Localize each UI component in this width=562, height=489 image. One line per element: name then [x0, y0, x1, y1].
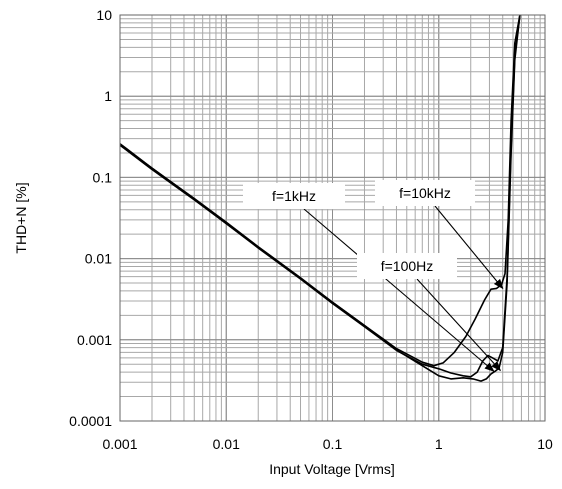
y-tick-label: 0.1 [93, 169, 113, 185]
x-axis-title: Input Voltage [Vrms] [269, 461, 395, 477]
x-tick-labels: 0.001 0.01 0.1 1 10 [102, 436, 553, 452]
y-tick-label: 10 [96, 7, 112, 23]
annotation-arrow [416, 278, 502, 372]
series-group [120, 15, 521, 382]
x-tick-label: 0.001 [102, 436, 137, 452]
y-tick-label: 0.01 [85, 251, 112, 267]
annotation-label: f=100Hz [381, 258, 434, 274]
annotation-label: f=1kHz [272, 188, 316, 204]
annotation-arrow [303, 208, 495, 372]
grid [119, 14, 546, 422]
x-tick-label: 0.1 [323, 436, 343, 452]
y-tick-label: 0.0001 [69, 413, 112, 429]
x-tick-label: 1 [435, 436, 443, 452]
annotation-box [375, 180, 475, 206]
y-tick-label: 0.001 [77, 332, 112, 348]
series-line [120, 15, 521, 367]
annotations: f=1kHz f=100Hz f=10kHz [243, 180, 504, 372]
y-axis-title: THD+N [%] [13, 182, 29, 253]
annotation-label: f=10kHz [399, 185, 451, 201]
annotation-box [357, 253, 457, 279]
x-tick-label: 10 [537, 436, 553, 452]
x-tick-label: 0.01 [213, 436, 240, 452]
plot-frame [119, 14, 546, 422]
y-tick-label: 1 [104, 88, 112, 104]
annotation-box [243, 183, 345, 209]
y-tick-labels: 0.0001 0.001 0.01 0.1 1 10 [69, 7, 112, 429]
annotation-arrow [434, 205, 504, 290]
